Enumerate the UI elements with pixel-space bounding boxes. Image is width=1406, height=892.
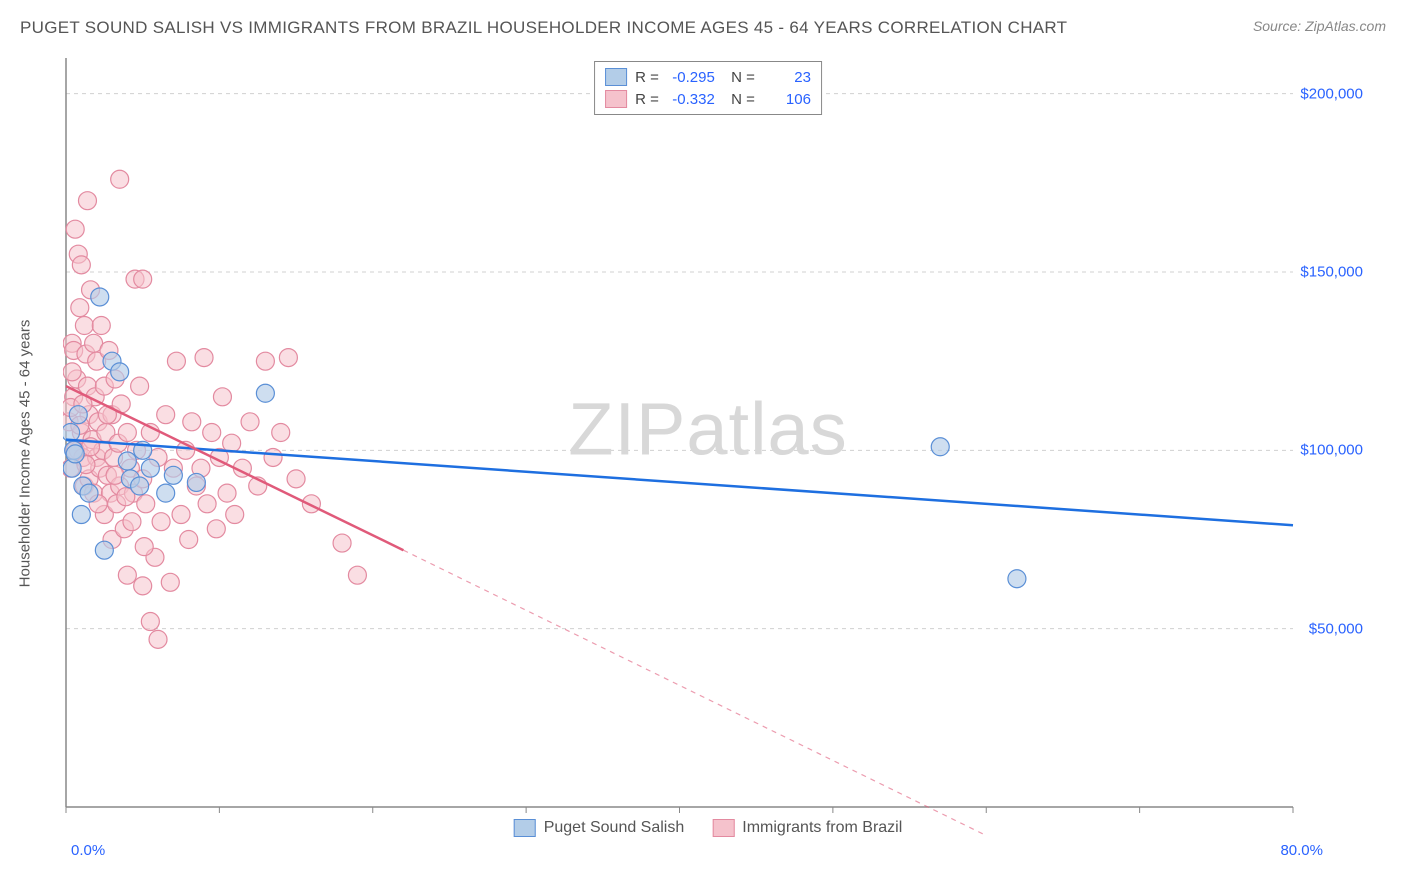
y-tick-label: $150,000 xyxy=(1300,264,1363,281)
r-label: R = xyxy=(635,91,659,108)
stats-row-series2: R = -0.332 N = 106 xyxy=(605,88,811,110)
legend-item-series2: Immigrants from Brazil xyxy=(712,819,902,837)
stats-row-series1: R = -0.295 N = 23 xyxy=(605,66,811,88)
swatch-series2 xyxy=(605,90,627,108)
r-value-series2: -0.332 xyxy=(667,91,715,108)
legend-label-series2: Immigrants from Brazil xyxy=(742,819,902,837)
legend-label-series1: Puget Sound Salish xyxy=(544,819,685,837)
y-tick-label: $200,000 xyxy=(1300,85,1363,102)
n-value-series1: 23 xyxy=(763,69,811,86)
n-value-series2: 106 xyxy=(763,91,811,108)
chart-container: Householder Income Ages 45 - 64 years ZI… xyxy=(55,55,1385,835)
n-label: N = xyxy=(723,91,755,108)
swatch-series1 xyxy=(514,819,536,837)
source-attribution: Source: ZipAtlas.com xyxy=(1253,18,1386,34)
y-tick-label: $100,000 xyxy=(1300,442,1363,459)
y-tick-label: $50,000 xyxy=(1309,620,1363,637)
x-axis-min-label: 0.0% xyxy=(71,842,105,859)
scatter-plot-svg xyxy=(63,55,1353,835)
chart-title: PUGET SOUND SALISH VS IMMIGRANTS FROM BR… xyxy=(20,18,1067,38)
swatch-series2 xyxy=(712,819,734,837)
legend-item-series1: Puget Sound Salish xyxy=(514,819,685,837)
r-value-series1: -0.295 xyxy=(667,69,715,86)
stats-legend: R = -0.295 N = 23 R = -0.332 N = 106 xyxy=(594,61,822,115)
n-label: N = xyxy=(723,69,755,86)
plot-area: ZIPatlas R = -0.295 N = 23 R = -0.332 N … xyxy=(63,55,1353,835)
x-axis-max-label: 80.0% xyxy=(1280,842,1323,859)
swatch-series1 xyxy=(605,68,627,86)
series-legend: Puget Sound Salish Immigrants from Brazi… xyxy=(514,819,903,837)
r-label: R = xyxy=(635,69,659,86)
y-axis-label: Householder Income Ages 45 - 64 years xyxy=(17,320,34,588)
